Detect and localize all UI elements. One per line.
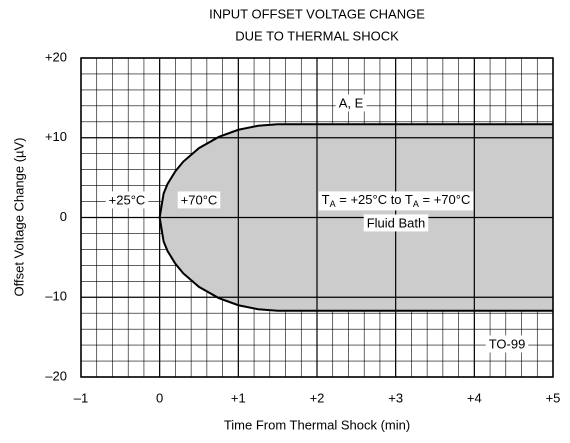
annotation-part: A xyxy=(413,199,419,209)
curve xyxy=(158,217,553,312)
annotation-bg xyxy=(318,191,474,211)
annotation: TA = +25°C to TA = +70°C xyxy=(322,192,471,209)
annotation-part: T xyxy=(322,192,330,207)
y-axis-label: Offset Voltage Change (µV) xyxy=(11,137,26,296)
x-tick-label: +4 xyxy=(467,390,482,405)
chart-title: DUE TO THERMAL SHOCK xyxy=(235,28,399,43)
annotation-bg xyxy=(363,214,429,232)
y-tick-label: +20 xyxy=(45,49,67,64)
annotation-bg xyxy=(485,335,529,353)
chart-title: INPUT OFFSET VOLTAGE CHANGE xyxy=(209,6,425,21)
annotation-part: A xyxy=(330,199,336,209)
annotation: +70°C xyxy=(181,192,218,207)
x-tick-label: 0 xyxy=(156,390,163,405)
annotation: +25°C xyxy=(109,192,146,207)
x-tick-label: +2 xyxy=(310,390,325,405)
y-tick-label: +10 xyxy=(45,129,67,144)
annotation-part: = +25°C to T xyxy=(336,192,413,207)
curve xyxy=(158,123,553,218)
annotation: TO-99 xyxy=(489,336,526,351)
annotation-bg xyxy=(177,191,221,209)
y-tick-label: –10 xyxy=(45,289,67,304)
annotation-bg xyxy=(335,94,367,112)
x-axis-label: Time From Thermal Shock (min) xyxy=(224,417,410,432)
annotation-part: = +70°C xyxy=(419,192,470,207)
x-tick-label: –1 xyxy=(74,390,88,405)
y-tick-label: 0 xyxy=(60,209,67,224)
x-tick-label: +3 xyxy=(388,390,403,405)
annotation: A, E xyxy=(339,95,364,110)
annotation-bg xyxy=(105,191,149,209)
x-tick-label: +5 xyxy=(546,390,561,405)
plot-frame xyxy=(80,57,554,378)
annotation: Fluid Bath xyxy=(367,215,426,230)
y-tick-label: –20 xyxy=(45,368,67,383)
x-tick-label: +1 xyxy=(231,390,246,405)
